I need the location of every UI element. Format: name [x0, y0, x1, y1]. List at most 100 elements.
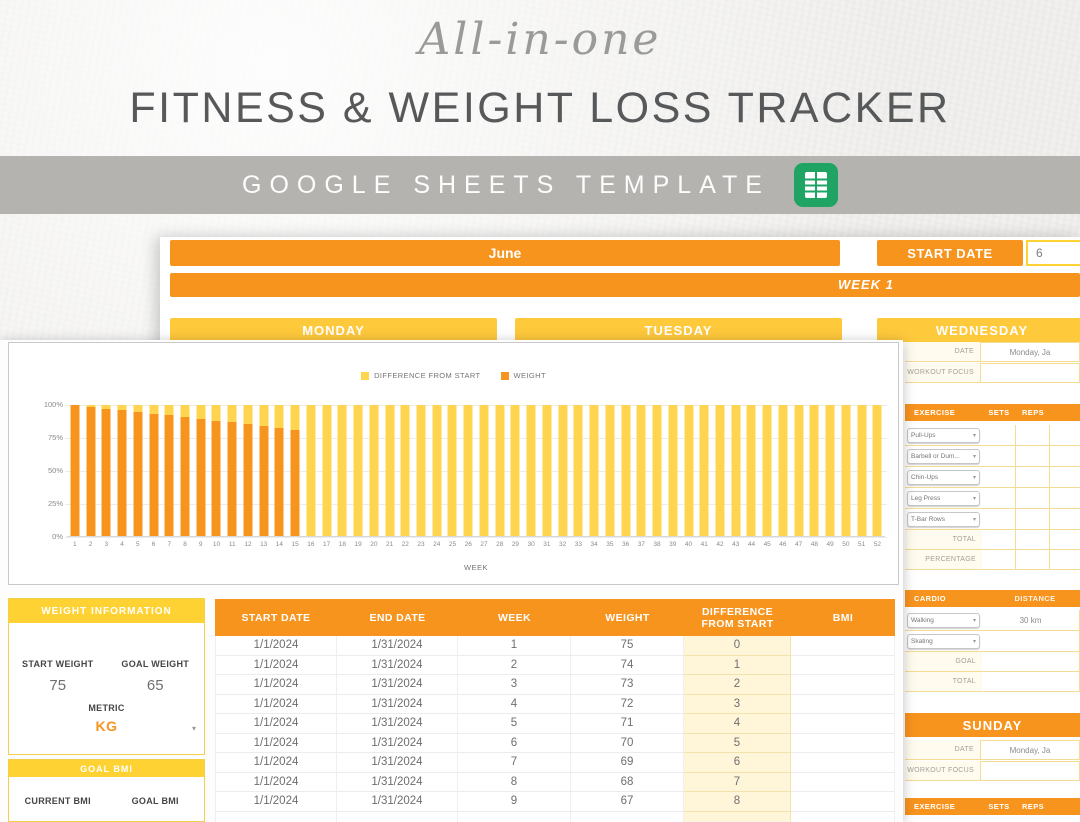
reps-cell[interactable] [1016, 467, 1050, 488]
sunday-focus-cell[interactable] [980, 761, 1080, 781]
extra-cell[interactable] [1050, 446, 1080, 467]
reps-cell[interactable] [1016, 509, 1050, 530]
table-cell[interactable]: 1/31/2024 [337, 733, 458, 753]
table-cell[interactable] [791, 733, 895, 753]
reps-cell[interactable] [1016, 488, 1050, 509]
table-cell[interactable]: 73 [571, 675, 684, 695]
table-cell[interactable]: 1/31/2024 [337, 655, 458, 675]
table-cell[interactable] [458, 811, 571, 822]
table-cell[interactable]: 1/1/2024 [215, 753, 337, 773]
table-cell[interactable]: 5 [458, 714, 571, 734]
distance-cell[interactable] [982, 631, 1080, 652]
table-cell[interactable]: 1 [458, 636, 571, 656]
table-cell[interactable]: 1/1/2024 [215, 772, 337, 792]
table-cell[interactable]: 3 [458, 675, 571, 695]
sets-cell[interactable] [982, 446, 1016, 467]
table-cell[interactable]: 3 [684, 694, 791, 714]
exercise-dropdown[interactable]: Leg Press ▾ [907, 490, 980, 506]
cardio-dropdown[interactable]: Walking ▾ [907, 612, 980, 628]
start-date-cell[interactable]: 6 [1026, 240, 1080, 266]
date-cell[interactable]: Monday, Ja [980, 342, 1080, 362]
exercise-dropdown[interactable]: Pull-Ups ▾ [907, 427, 980, 443]
table-cell[interactable]: 67 [571, 792, 684, 812]
reps-cell[interactable] [1016, 425, 1050, 446]
extra-cell[interactable] [1050, 509, 1080, 530]
cardio-total-cell[interactable] [982, 672, 1080, 692]
table-cell[interactable]: 1/1/2024 [215, 733, 337, 753]
table-cell[interactable]: 1/31/2024 [337, 792, 458, 812]
extra-cell[interactable] [1050, 425, 1080, 446]
percentage-extra-cell[interactable] [1050, 550, 1080, 570]
table-cell[interactable]: 5 [684, 733, 791, 753]
table-cell[interactable]: 70 [571, 733, 684, 753]
distance-cell[interactable]: 30 km [982, 610, 1080, 631]
table-cell[interactable] [791, 753, 895, 773]
table-cell[interactable]: 75 [571, 636, 684, 656]
table-cell[interactable]: 2 [684, 675, 791, 695]
percentage-reps-cell[interactable] [1016, 550, 1050, 570]
total-reps-cell[interactable] [1016, 530, 1050, 550]
percentage-sets-cell[interactable] [982, 550, 1016, 570]
table-cell[interactable] [791, 792, 895, 812]
exercise-dropdown[interactable]: Barbell or Dum... ▾ [907, 448, 980, 464]
table-cell[interactable]: 8 [458, 772, 571, 792]
table-cell[interactable] [791, 772, 895, 792]
table-cell[interactable]: 69 [571, 753, 684, 773]
table-cell[interactable] [791, 636, 895, 656]
table-cell[interactable]: 1/1/2024 [215, 792, 337, 812]
table-cell[interactable]: 1/31/2024 [337, 714, 458, 734]
extra-cell[interactable] [1050, 467, 1080, 488]
start-weight-value[interactable]: 75 [49, 677, 67, 694]
table-cell[interactable]: 1/1/2024 [215, 675, 337, 695]
table-cell[interactable]: 1/31/2024 [337, 753, 458, 773]
table-cell[interactable]: 4 [684, 714, 791, 734]
sets-cell[interactable] [982, 509, 1016, 530]
table-cell[interactable]: 1/31/2024 [337, 772, 458, 792]
table-cell[interactable]: 1/31/2024 [337, 636, 458, 656]
exercise-dropdown[interactable]: Chin-Ups ▾ [907, 469, 980, 485]
cardio-dropdown[interactable]: Skating ▾ [907, 633, 980, 649]
table-cell[interactable]: 1/31/2024 [337, 694, 458, 714]
goal-cell[interactable] [982, 652, 1080, 672]
extra-cell[interactable] [1050, 488, 1080, 509]
table-cell[interactable] [791, 811, 895, 822]
table-cell[interactable] [571, 811, 684, 822]
table-cell[interactable] [791, 675, 895, 695]
table-cell[interactable] [215, 811, 337, 822]
table-cell[interactable]: 7 [684, 772, 791, 792]
metric-dropdown[interactable]: KG ▾ [9, 718, 204, 740]
table-cell[interactable]: 72 [571, 694, 684, 714]
table-cell[interactable]: 1/1/2024 [215, 694, 337, 714]
table-cell[interactable]: 68 [571, 772, 684, 792]
total-extra-cell[interactable] [1050, 530, 1080, 550]
table-cell[interactable]: 1/1/2024 [215, 714, 337, 734]
total-sets-cell[interactable] [982, 530, 1016, 550]
table-cell[interactable]: 1/1/2024 [215, 655, 337, 675]
table-cell[interactable]: 2 [458, 655, 571, 675]
table-cell[interactable]: 74 [571, 655, 684, 675]
table-cell[interactable]: 1/31/2024 [337, 675, 458, 695]
sets-cell[interactable] [982, 488, 1016, 509]
sunday-date-cell[interactable]: Monday, Ja [980, 740, 1080, 760]
table-cell[interactable]: 1/1/2024 [215, 636, 337, 656]
table-cell[interactable] [791, 714, 895, 734]
table-cell[interactable]: 9 [458, 792, 571, 812]
table-cell[interactable]: 8 [684, 792, 791, 812]
sets-cell[interactable] [982, 425, 1016, 446]
table-cell[interactable]: 6 [684, 753, 791, 773]
workout-focus-cell[interactable] [980, 363, 1080, 383]
table-cell[interactable] [684, 811, 791, 822]
table-cell[interactable] [791, 694, 895, 714]
table-cell[interactable] [791, 655, 895, 675]
table-cell[interactable]: 6 [458, 733, 571, 753]
table-cell[interactable]: 7 [458, 753, 571, 773]
exercise-dropdown[interactable]: T-Bar Rows ▾ [907, 511, 980, 527]
table-cell[interactable]: 0 [684, 636, 791, 656]
sets-cell[interactable] [982, 467, 1016, 488]
table-cell[interactable]: 1 [684, 655, 791, 675]
goal-weight-value[interactable]: 65 [146, 677, 164, 694]
table-cell[interactable]: 71 [571, 714, 684, 734]
table-cell[interactable] [337, 811, 458, 822]
reps-cell[interactable] [1016, 446, 1050, 467]
table-cell[interactable]: 4 [458, 694, 571, 714]
